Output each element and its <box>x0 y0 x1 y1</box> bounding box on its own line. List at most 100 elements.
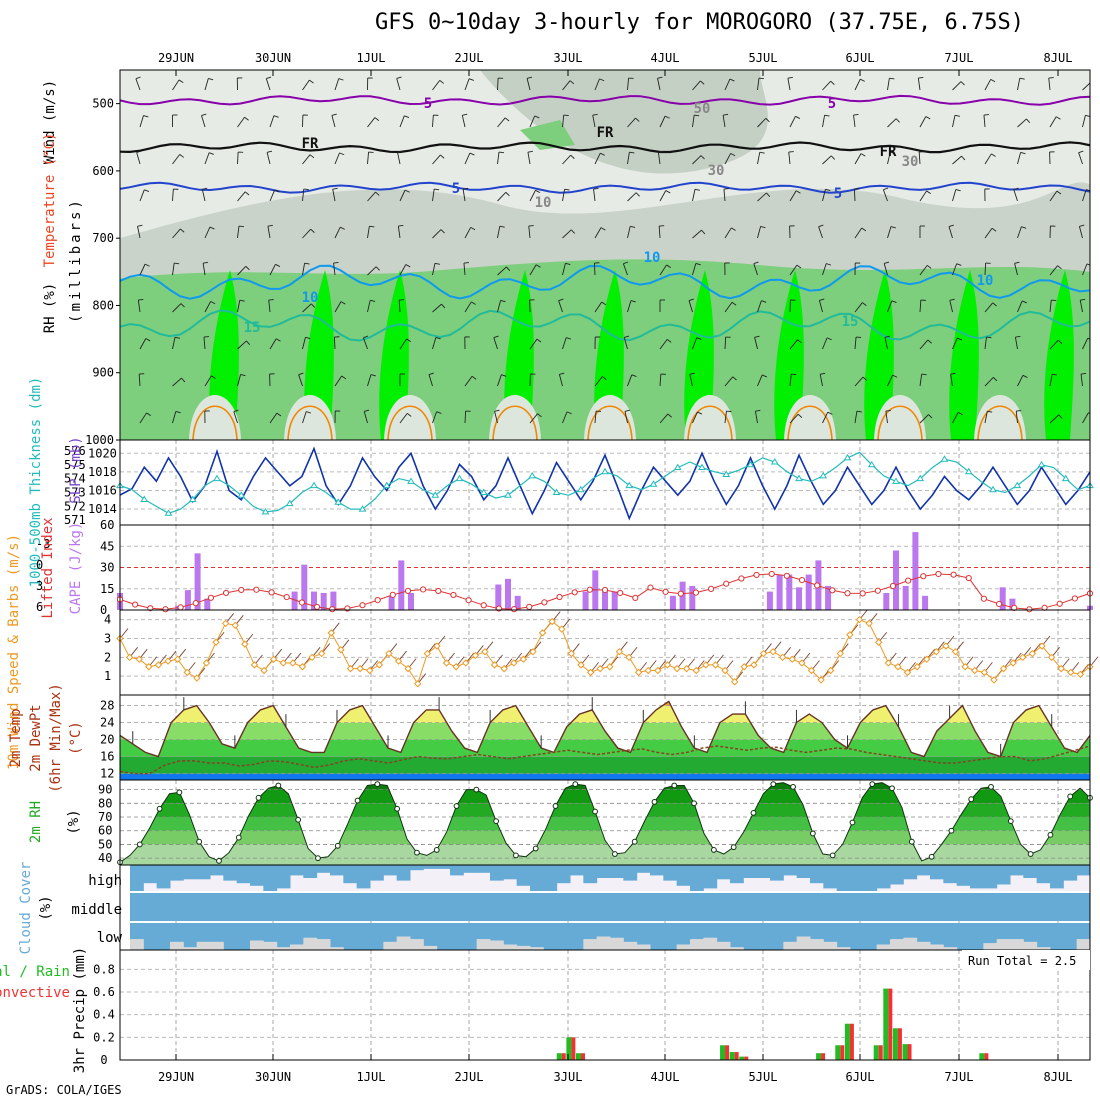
wind-barb-flag <box>895 118 900 123</box>
wind-speed-marker <box>567 649 576 658</box>
wind-barb <box>854 227 863 239</box>
cloud-bar <box>996 865 1011 885</box>
contour-label: 5 <box>452 181 460 197</box>
wind-barb-flag <box>274 189 280 193</box>
wind-barb-flag <box>948 224 954 227</box>
wind-barb-flag <box>1014 261 1020 264</box>
date-label-bottom: 1JUL <box>357 1070 386 1084</box>
cloud-low-clear <box>623 941 638 950</box>
wind-barb <box>1082 412 1089 424</box>
wind-barb <box>692 189 696 202</box>
wind-barb-flag <box>957 337 963 341</box>
wind-speed-marker <box>999 664 1008 673</box>
wind-speed-marker <box>308 653 316 662</box>
wind-barb <box>1049 414 1060 424</box>
wind-speed-marker <box>317 649 326 658</box>
wind-barb <box>887 300 893 313</box>
lifted-index-marker <box>662 588 669 595</box>
wind-barb <box>1014 337 1018 350</box>
date-label-bottom: 2JUL <box>455 1070 484 1084</box>
cloud-bar <box>623 893 638 921</box>
wind-barb <box>334 301 342 313</box>
wind-barb <box>268 300 271 313</box>
wind-speed-marker <box>145 663 153 671</box>
wind-barb <box>562 115 565 128</box>
li-tick: 6 <box>36 600 43 614</box>
rh-dry-dome <box>784 395 836 440</box>
wind-barb-flag <box>730 153 736 157</box>
wind-barb <box>822 155 832 165</box>
isotherm-warm-contour <box>587 405 633 440</box>
wind-barb <box>1049 339 1059 350</box>
slp-tick: 1016 <box>88 483 117 497</box>
wind-barb-flag <box>434 188 440 191</box>
lifted-index-marker <box>526 603 533 610</box>
cloud-bar <box>863 865 878 891</box>
cloud-bar <box>396 923 411 937</box>
cloud-bar <box>956 893 971 921</box>
wind-barb-flag <box>991 227 997 232</box>
wind-barb <box>333 336 336 350</box>
wind-barb <box>1079 300 1083 313</box>
cloud-low-clear <box>130 939 144 950</box>
wind-barb <box>627 152 630 165</box>
rh-marker <box>592 808 599 815</box>
wind-barb-flag <box>1020 151 1026 155</box>
wind-barb-flag <box>824 114 830 117</box>
wind-barb-flag <box>174 336 180 339</box>
wind-barb <box>952 115 956 128</box>
isotherm-warm-contour <box>492 405 538 440</box>
wind-barb <box>818 300 823 313</box>
wind-barb <box>269 115 275 128</box>
wind-barb-flag <box>535 189 541 193</box>
cloud-low-clear <box>423 945 438 950</box>
precip-convective-bar <box>897 1028 902 1060</box>
ylabel-thickness: 1000-500mb Thickness (dm) <box>28 377 44 588</box>
cloud-bar <box>423 893 438 921</box>
wind-barb-flag <box>536 338 542 343</box>
cloud-bar <box>490 923 504 941</box>
pressure-tick: 800 <box>92 298 114 312</box>
wind-barb-flag <box>558 298 564 302</box>
lifted-index-marker <box>571 589 578 596</box>
wind-barb <box>432 411 438 424</box>
wind-speed-marker <box>951 647 960 656</box>
wind-barb-flag <box>440 229 445 234</box>
temp-line <box>119 700 1091 758</box>
rh-marker <box>374 781 381 788</box>
wind-barb-flag <box>404 115 410 119</box>
wind-barb-flag <box>136 150 142 153</box>
precip-convective-bar <box>821 1053 826 1060</box>
wind-barb <box>659 339 668 350</box>
wind-barb-flag <box>666 339 672 343</box>
wind-barb-flag <box>569 80 575 85</box>
cape-bar <box>505 578 511 610</box>
wind-barb <box>497 77 499 91</box>
cloud-bar <box>743 865 758 878</box>
wind-speed-marker <box>634 668 643 677</box>
precip-convective-bar <box>849 1023 854 1060</box>
wind-barb-flag <box>304 262 310 265</box>
wind-barb <box>139 189 145 202</box>
wind-barb-flag <box>791 373 797 376</box>
cloud-bar <box>303 923 318 938</box>
wind-barb-flag <box>528 225 534 227</box>
wind-barb-flag <box>1086 189 1090 192</box>
wind-speed-marker <box>212 638 220 646</box>
wind-barb <box>464 78 470 91</box>
wind-barb <box>887 78 890 91</box>
cloud-bar <box>530 893 544 921</box>
wind-barb <box>367 117 376 128</box>
wind-speed-marker <box>471 651 480 660</box>
cloud-low-clear <box>596 936 611 950</box>
date-label-bottom: 4JUL <box>651 1070 680 1084</box>
cloud-bar <box>156 923 171 950</box>
wind-barb <box>854 79 861 91</box>
cape-bar <box>204 598 211 610</box>
wind-barb <box>237 300 241 313</box>
wind-barb-flag <box>440 154 445 159</box>
cape-bar <box>776 574 783 610</box>
wind-barb-flag <box>405 264 411 268</box>
date-label-top: 29JUN <box>158 51 194 65</box>
wind-speed-marker <box>135 655 143 663</box>
